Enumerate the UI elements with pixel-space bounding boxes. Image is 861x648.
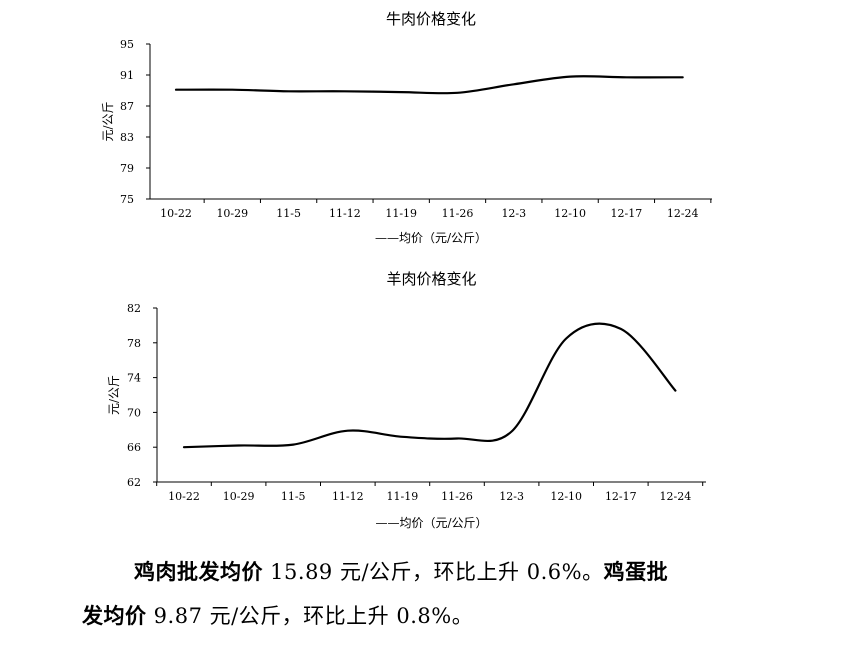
chart-2-series-line: [182, 322, 677, 449]
chart-1-title: 牛肉价格变化: [386, 10, 476, 28]
chart-1: 牛肉价格变化 75 79 83 87 91 95 10-22 10-29 11-5 11-12 11-…: [101, 10, 712, 245]
chart-2-x-tick-label: 11-12: [332, 490, 364, 503]
chicken-price-label: 鸡肉批发均价: [134, 559, 263, 584]
summary-paragraph: 鸡肉批发均价 15.89 元/公斤，环比上升 0.6%。鸡蛋批 发均价 9.87…: [82, 550, 782, 638]
chart-2-y-tick-label: 66: [127, 441, 141, 454]
chart-1-x-tick-label: 10-29: [216, 207, 248, 220]
chart-1-x-tick-label: 12-24: [667, 207, 699, 220]
chart-1-y-tick-label: 79: [120, 162, 134, 175]
chart-1-x-tick-label: 11-12: [329, 207, 361, 220]
chart-2-y-tick-label: 70: [127, 406, 141, 419]
chart-1-x-tick-label: 12-17: [611, 207, 643, 220]
summary-line-1: 鸡肉批发均价 15.89 元/公斤，环比上升 0.6%。鸡蛋批: [82, 550, 782, 594]
chart-1-x-tick-label: 12-10: [554, 207, 586, 220]
chart-2-x-tick-label: 11-19: [387, 490, 419, 503]
chart-1-y-axis-label: 元/公斤: [101, 101, 115, 141]
chart-1-legend: ——均价（元/公斤）: [375, 231, 487, 245]
chart-2-y-axis-label: 元/公斤: [107, 375, 121, 415]
chart-2-x-tick-label: 12-17: [605, 490, 637, 503]
chart-2-x-tick-label: 12-3: [499, 490, 524, 503]
chart-1-y-tick-label: 91: [120, 69, 134, 82]
chart-1-x-tick-label: 11-26: [442, 207, 474, 220]
chart-1-x-tick-label: 10-22: [160, 207, 192, 220]
chart-2-legend: ——均价（元/公斤）: [375, 516, 487, 530]
chart-1-x-tick-label: 11-19: [385, 207, 417, 220]
chart-2-x-tick-label: 10-29: [223, 490, 255, 503]
chart-2-x-tick-label: 12-24: [660, 490, 692, 503]
chart-2-x-tick-label: 11-5: [281, 490, 306, 503]
summary-line-2: 发均价 9.87 元/公斤，环比上升 0.8%。: [82, 594, 782, 638]
chart-1-series-line: [174, 75, 684, 95]
chart-1-y-tick-label: 87: [120, 100, 134, 113]
chicken-price-text: 15.89 元/公斤，环比上升 0.6%。: [263, 560, 604, 584]
chart-1-x-tick-label: 12-3: [501, 207, 526, 220]
chart-2-x-tick-label: 11-26: [441, 490, 473, 503]
chart-1-y-tick-label: 75: [120, 193, 134, 206]
egg-price-label-part1: 鸡蛋批: [603, 559, 669, 584]
chart-2-title: 羊肉价格变化: [386, 270, 476, 288]
chart-2-y-tick-label: 78: [127, 337, 141, 350]
chart-2-x-tick-label: 10-22: [168, 490, 200, 503]
chart-2-x-tick-label: 12-10: [550, 490, 582, 503]
chart-1-y-tick-label: 83: [120, 131, 134, 144]
chart-2-y-tick-label: 74: [127, 372, 141, 385]
chart-2-y-tick-label: 82: [127, 302, 141, 315]
egg-price-label-part2: 发均价: [82, 603, 147, 628]
charts-canvas: 牛肉价格变化 75 79 83 87 91 95 10-22 10-29 11-5 11-12 11-…: [101, 10, 712, 530]
chart-1-x-tick-label: 11-5: [276, 207, 301, 220]
chart-1-y-tick-label: 95: [120, 38, 134, 51]
chart-2: 羊肉价格变化 62 66 70 74 78 82 10-22 10-29 11-5 11-12 11-…: [107, 270, 706, 530]
chart-2-y-tick-label: 62: [127, 476, 141, 489]
egg-price-text: 9.87 元/公斤，环比上升 0.8%。: [146, 604, 474, 628]
